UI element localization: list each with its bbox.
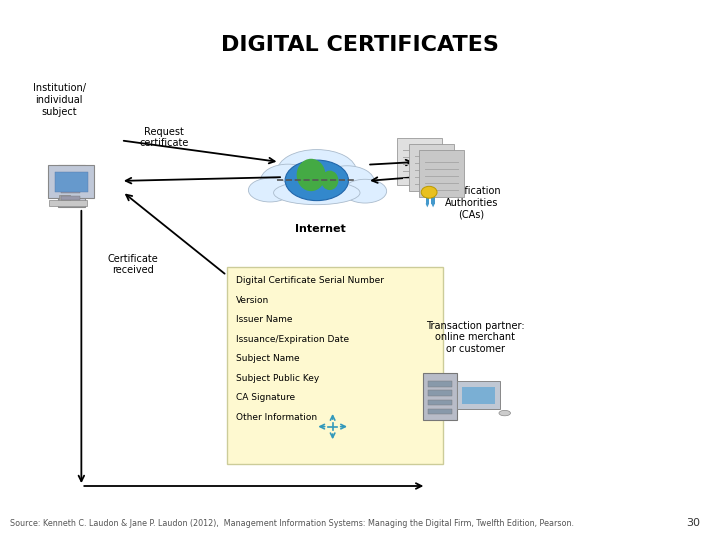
Text: Certification
Authorities
(CAs): Certification Authorities (CAs) — [442, 186, 501, 219]
Text: Issuer Name: Issuer Name — [236, 315, 292, 325]
FancyBboxPatch shape — [397, 138, 442, 185]
Text: Transaction partner:
online merchant
or customer: Transaction partner: online merchant or … — [426, 321, 524, 354]
Text: DIGITAL CERTIFICATES: DIGITAL CERTIFICATES — [221, 35, 499, 55]
FancyBboxPatch shape — [60, 189, 80, 193]
FancyBboxPatch shape — [428, 409, 452, 414]
FancyBboxPatch shape — [426, 191, 429, 204]
FancyBboxPatch shape — [428, 400, 452, 405]
FancyBboxPatch shape — [58, 165, 85, 207]
Text: Subject Name: Subject Name — [236, 354, 300, 363]
Text: Request
certificate: Request certificate — [140, 127, 189, 148]
Text: CA Signature: CA Signature — [236, 393, 295, 402]
Circle shape — [421, 186, 437, 198]
FancyBboxPatch shape — [419, 150, 464, 197]
FancyBboxPatch shape — [60, 181, 80, 186]
FancyBboxPatch shape — [55, 172, 88, 192]
FancyBboxPatch shape — [428, 390, 452, 396]
FancyBboxPatch shape — [423, 373, 457, 420]
Ellipse shape — [277, 150, 356, 193]
Text: Other Information: Other Information — [236, 413, 318, 422]
Text: Digital Certificate Serial Number: Digital Certificate Serial Number — [236, 276, 384, 286]
Ellipse shape — [343, 179, 387, 203]
Text: Source: Kenneth C. Laudon & Jane P. Laudon (2012),  Management Information Syste: Source: Kenneth C. Laudon & Jane P. Laud… — [10, 519, 574, 528]
FancyBboxPatch shape — [48, 165, 94, 198]
FancyBboxPatch shape — [60, 196, 80, 200]
FancyBboxPatch shape — [431, 191, 435, 204]
Ellipse shape — [320, 166, 374, 198]
FancyBboxPatch shape — [462, 387, 495, 404]
Polygon shape — [426, 204, 429, 207]
Ellipse shape — [274, 181, 360, 205]
Ellipse shape — [297, 159, 325, 191]
Text: Issuance/Expiration Date: Issuance/Expiration Date — [236, 335, 349, 344]
Ellipse shape — [285, 160, 348, 200]
Text: Version: Version — [236, 296, 269, 305]
Ellipse shape — [499, 410, 510, 416]
Ellipse shape — [321, 171, 338, 190]
FancyBboxPatch shape — [227, 267, 443, 464]
FancyBboxPatch shape — [49, 200, 87, 206]
Text: 30: 30 — [686, 518, 700, 528]
FancyBboxPatch shape — [409, 144, 454, 191]
Polygon shape — [431, 204, 435, 207]
FancyBboxPatch shape — [457, 381, 500, 409]
Ellipse shape — [261, 164, 315, 197]
Text: Institution/
individual
subject: Institution/ individual subject — [32, 83, 86, 117]
FancyBboxPatch shape — [60, 195, 70, 201]
Text: Certificate
received: Certificate received — [108, 254, 158, 275]
FancyBboxPatch shape — [428, 381, 452, 387]
Text: Internet: Internet — [295, 225, 346, 234]
Ellipse shape — [248, 178, 292, 202]
Text: Subject Public Key: Subject Public Key — [236, 374, 320, 383]
